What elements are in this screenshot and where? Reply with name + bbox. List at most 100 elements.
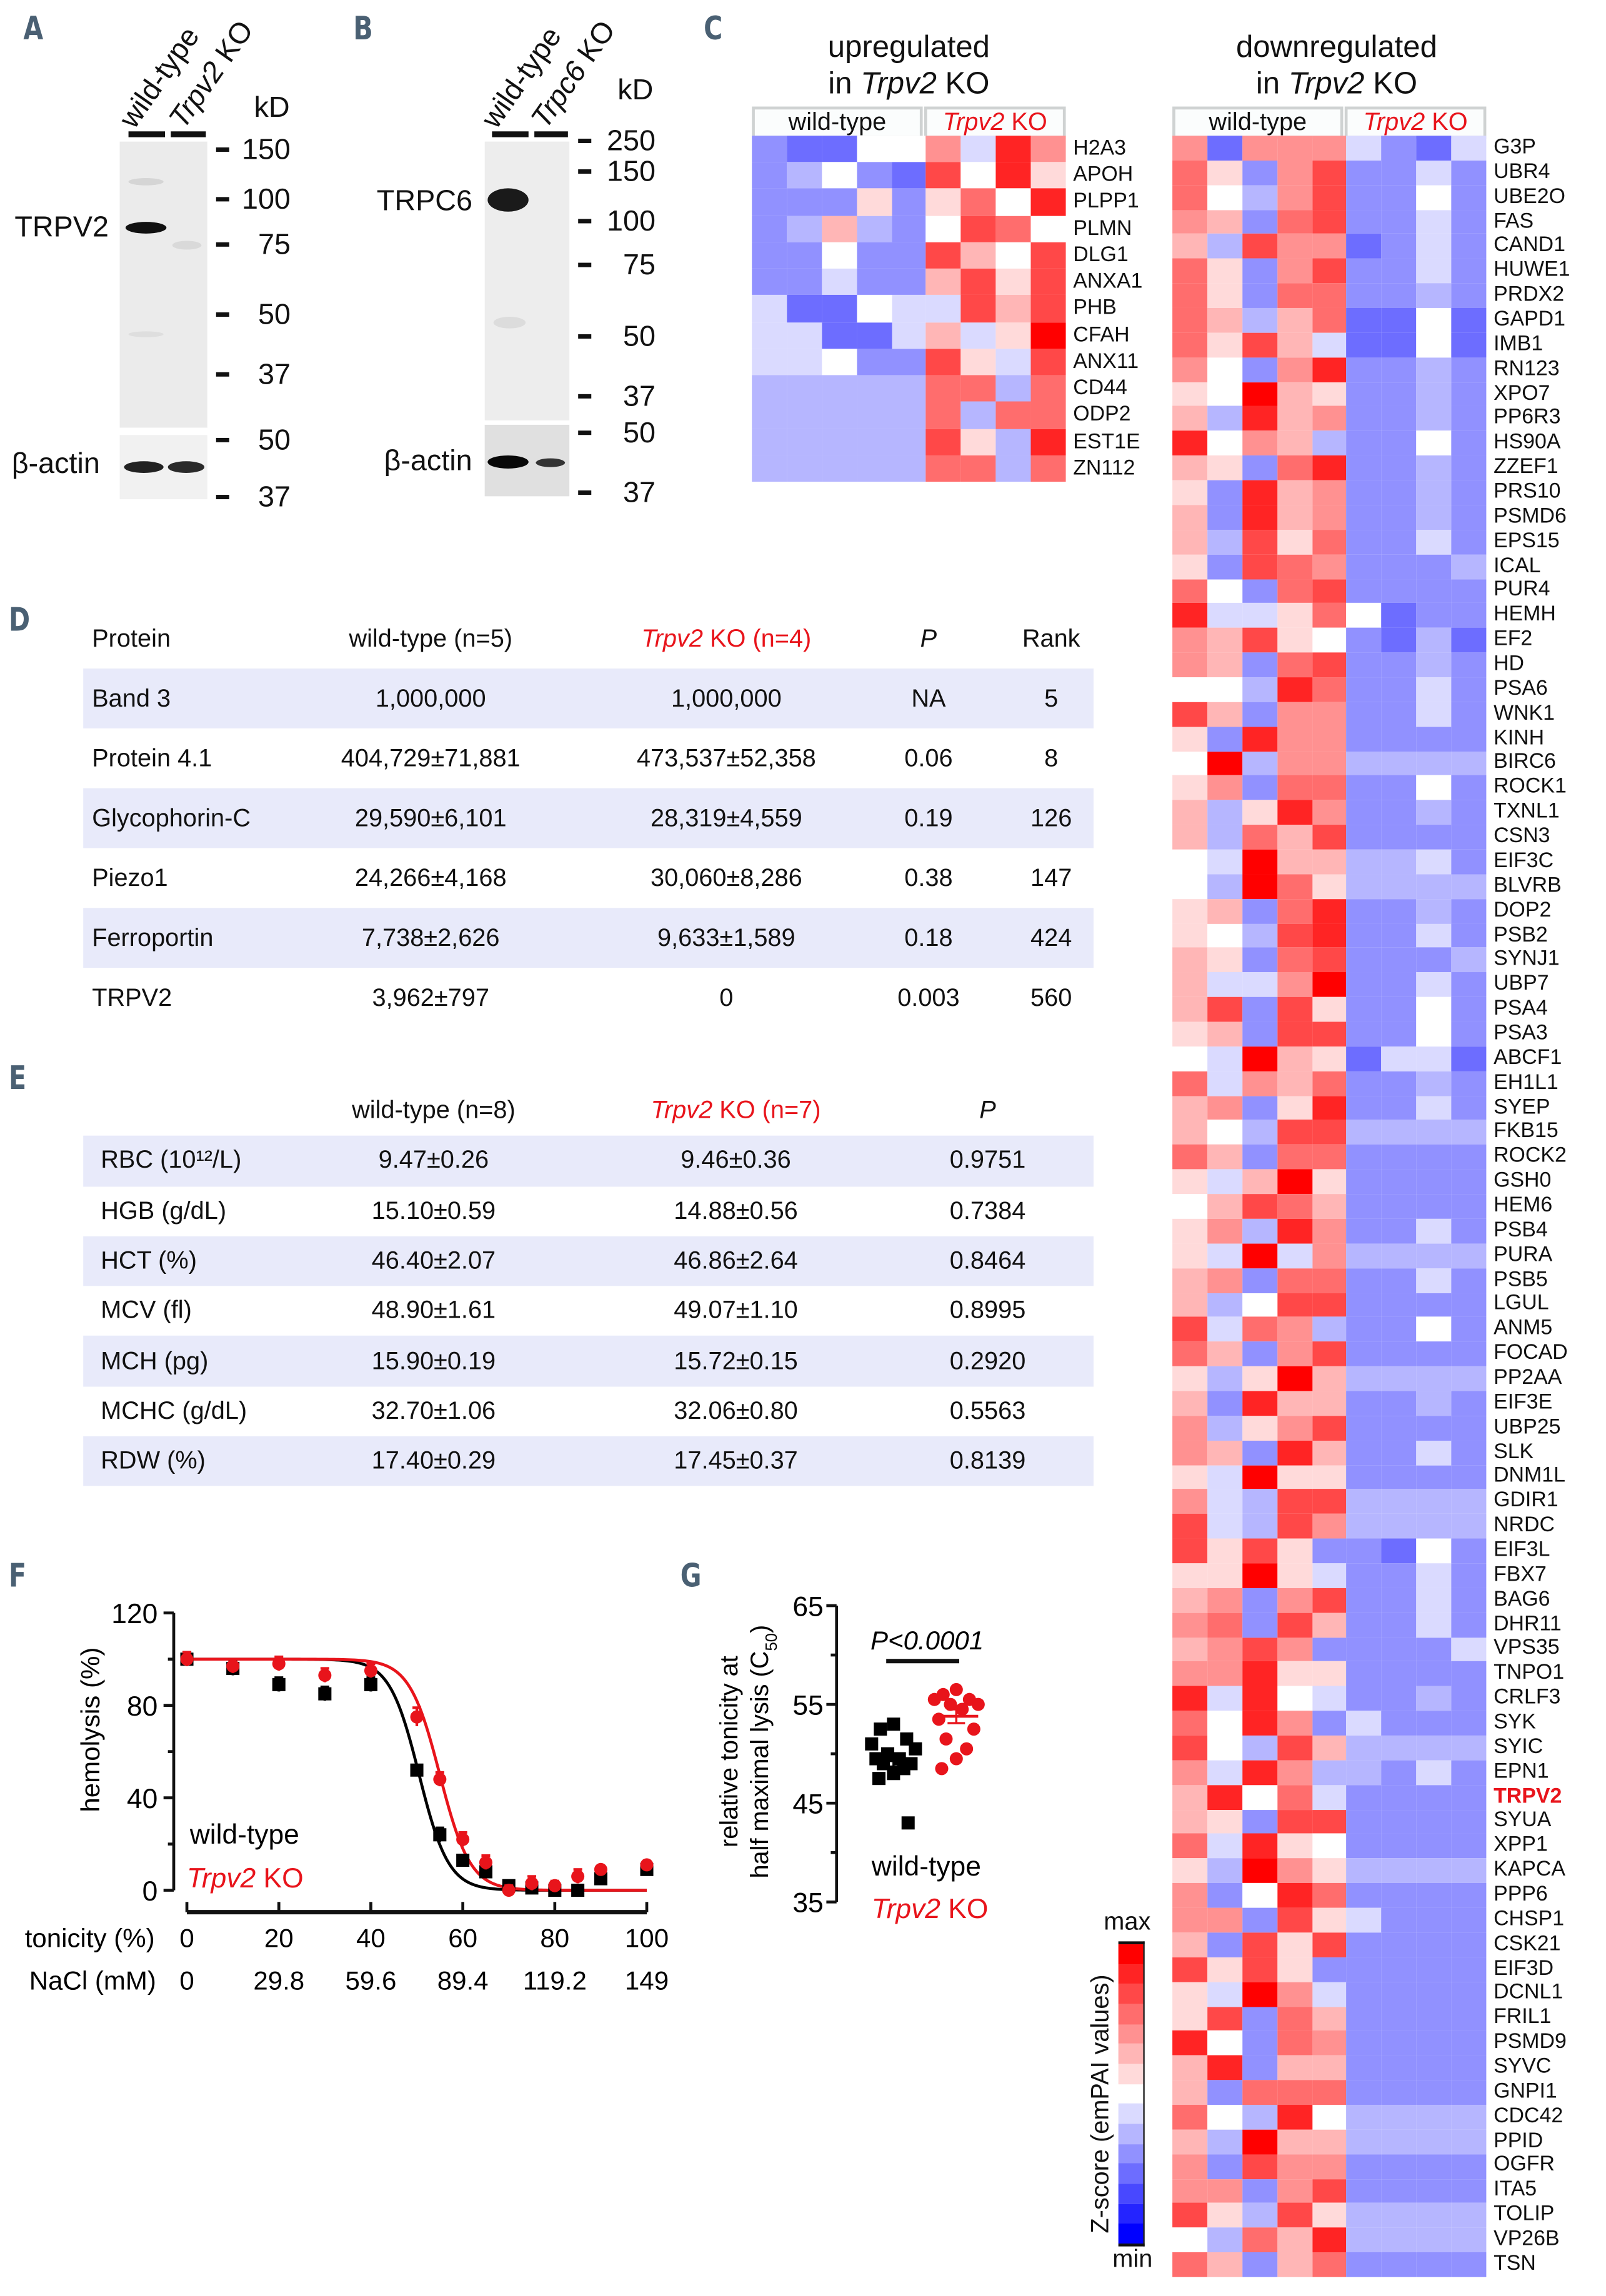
heatmap-cell	[1416, 1907, 1452, 1933]
heatmap-cell	[1416, 136, 1452, 161]
heatmap-cell	[1451, 1120, 1487, 1145]
heatmap-cell	[1277, 2227, 1312, 2253]
cell-p: 0.003	[897, 983, 960, 1011]
heatmap-cell	[1381, 209, 1417, 234]
heatmap-cell	[1172, 1686, 1207, 1711]
heatmap-cell	[1172, 1883, 1207, 1908]
heatmap-cell	[1381, 2030, 1417, 2056]
heatmap-cell	[1242, 2055, 1277, 2080]
heatmap-cell	[1172, 1341, 1207, 1367]
heatmap-cell	[1451, 1415, 1487, 1441]
heatmap-cell	[1347, 2252, 1382, 2277]
heatmap-cell	[1172, 529, 1207, 554]
heatmap-cell	[1347, 1514, 1382, 1539]
heatmap-cell	[1451, 628, 1487, 653]
heatmap-cell	[1030, 162, 1066, 189]
heatmap-cell	[1242, 1736, 1277, 1761]
marker: 37	[578, 381, 656, 413]
heatmap-cell	[1172, 234, 1207, 259]
colorbar-step	[1118, 2204, 1144, 2224]
gene-label: OGFR	[1494, 2154, 1555, 2177]
heatmap-cell	[1312, 1046, 1347, 1071]
heatmap-cell	[1347, 1218, 1382, 1244]
heatmap-cell	[1312, 431, 1347, 456]
heatmap-cell	[1277, 332, 1312, 357]
heatmap-cell	[1381, 1588, 1417, 1613]
y-tick-label: 80	[127, 1691, 157, 1722]
heatmap-cell	[995, 216, 1031, 242]
heatmap-cell	[821, 428, 857, 455]
heatmap-cell	[1277, 406, 1312, 432]
heatmap-cell	[1451, 1661, 1487, 1687]
marker: 37	[578, 477, 656, 509]
colorbar-step	[1118, 1944, 1144, 1964]
heatmap-cell	[1451, 972, 1487, 998]
heatmap-cell	[752, 322, 787, 349]
heatmap-cell	[1277, 1046, 1312, 1071]
heatmap-cell	[1207, 1538, 1242, 1564]
heatmap-cell	[1207, 480, 1242, 505]
heatmap-cell	[1416, 1440, 1452, 1465]
heatmap-cell	[1277, 972, 1312, 998]
y-tick-label: 65	[792, 1591, 823, 1622]
colorbar-step	[1118, 1984, 1144, 2004]
table-header: Protein wild-type (n=5) Trpv2 KO (n=4) P…	[83, 609, 1094, 668]
heatmap-cell	[856, 136, 892, 162]
heatmap-cell	[1277, 751, 1312, 776]
colorbar-step	[1118, 2064, 1144, 2084]
heatmap-cell	[961, 136, 996, 162]
gene-label: PSMD6	[1494, 505, 1567, 529]
heatmap-cell	[1451, 1907, 1487, 1933]
heatmap-cell	[1277, 1538, 1312, 1564]
heatmap-cell	[1416, 234, 1452, 259]
heatmap-cell	[1242, 628, 1277, 653]
heatmap-cell	[1207, 874, 1242, 899]
heatmap-cell	[1242, 2104, 1277, 2130]
gene-label: HEM6	[1494, 1194, 1553, 1218]
heatmap-cell	[1451, 1686, 1487, 1711]
heatmap-cell	[1277, 1514, 1312, 1539]
heatmap-cell	[856, 295, 892, 322]
heatmap-cell	[1242, 480, 1277, 505]
heatmap-cell	[1312, 1021, 1347, 1046]
heatmap-cell	[1451, 726, 1487, 752]
heatmap-cell	[891, 349, 927, 375]
heatmap-cell	[1381, 874, 1417, 899]
heatmap-cell	[1312, 1661, 1347, 1687]
heatmap-cell	[1207, 628, 1242, 653]
heatmap-cell	[1277, 1809, 1312, 1834]
heatmap-cell	[1172, 1858, 1207, 1884]
table-row: Piezo1 24,266±4,168 30,060±8,286 0.38 147	[83, 848, 1094, 908]
proteomics-table: Protein wild-type (n=5) Trpv2 KO (n=4) P…	[83, 609, 1094, 1028]
heatmap-cell	[1277, 2030, 1312, 2056]
heatmap-cell	[821, 402, 857, 429]
heatmap-cell	[1242, 406, 1277, 432]
colorbar-step	[1118, 2004, 1144, 2024]
heatmap-cell	[961, 349, 996, 375]
heatmap-cell	[787, 242, 822, 269]
heatmap-cell	[1030, 402, 1066, 429]
table-row: RDW (%) 17.40±0.29 17.45±0.37 0.8139	[83, 1436, 1094, 1487]
heatmap-cell	[1242, 1341, 1277, 1367]
heatmap-cell	[1347, 702, 1382, 727]
heatmap-cell	[1312, 160, 1347, 186]
cell-rank: 147	[1030, 863, 1072, 892]
heatmap-cell	[1277, 1834, 1312, 1859]
heatmap-cell	[1312, 1932, 1347, 1957]
heatmap-cell	[1207, 1489, 1242, 1514]
gene-label: CFAH	[1073, 323, 1130, 347]
heatmap-cell	[1381, 997, 1417, 1022]
heatmap-cell	[891, 242, 927, 269]
heatmap-cell	[1312, 1834, 1347, 1859]
gene-label: CDC42	[1494, 2104, 1564, 2128]
heatmap-cell	[1312, 1120, 1347, 1145]
down-heatmap-title: downregulated in Trpv2 KO	[1235, 31, 1437, 101]
heatmap-cell	[1347, 431, 1382, 456]
data-point-ko	[410, 1710, 424, 1724]
heatmap-cell	[1416, 2252, 1452, 2277]
data-point-ko	[949, 1752, 963, 1766]
gene-label: PLMN	[1073, 217, 1132, 241]
heatmap-cell	[1277, 529, 1312, 554]
heatmap-cell	[1312, 948, 1347, 973]
heatmap-cell	[1381, 185, 1417, 210]
